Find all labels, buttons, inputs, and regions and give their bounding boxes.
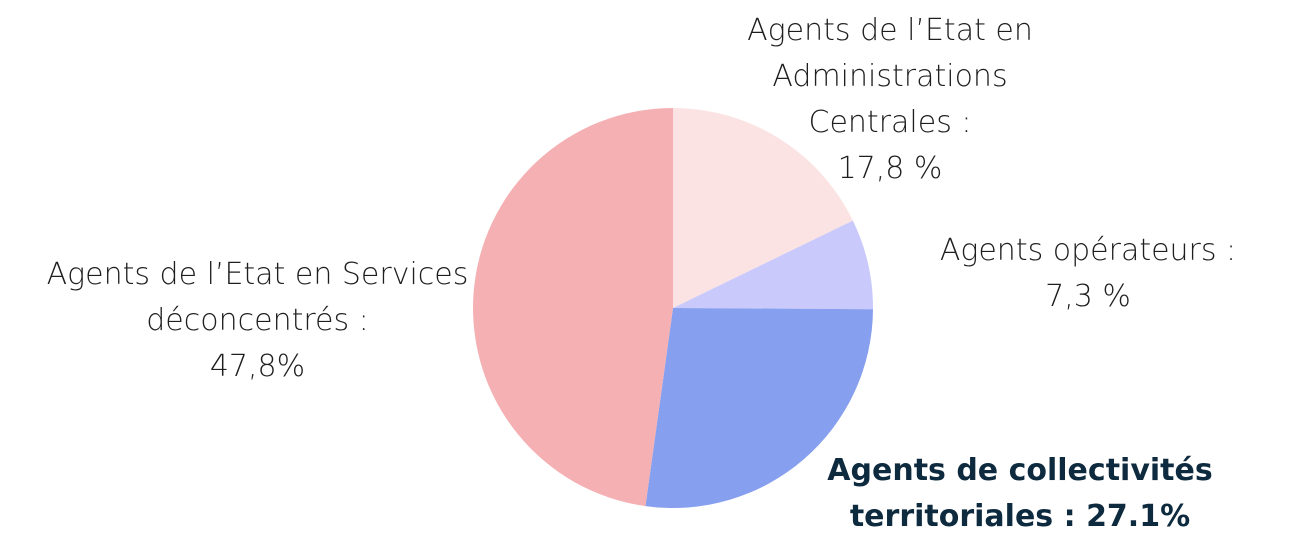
category-label: Agents de collectivités territoriales : [827,453,1213,534]
pie-slice [645,308,873,508]
category-label: Agents opérateurs : [939,233,1237,268]
pie-slice [673,108,853,308]
value-label: 47,8% [209,349,306,384]
slice-label: Agents opérateurs : 7,3 % [898,228,1278,320]
category-label: Agents de l’Etat en Administrations Cent… [747,13,1033,140]
pie-slice [673,220,873,310]
value-label: 17,8 % [837,151,943,186]
value-label: 27.1% [1086,499,1191,534]
slice-label: Agents de l’Etat en Services déconcentré… [45,252,470,390]
category-label: Agents de l’Etat en Services déconcentré… [46,257,469,338]
slice-label: Agents de l’Etat en Administrations Cent… [715,8,1065,192]
value-label: 7,3 % [1045,279,1131,314]
slice-label: Agents de collectivités territoriales : … [800,448,1240,540]
pie-slice [473,108,673,507]
